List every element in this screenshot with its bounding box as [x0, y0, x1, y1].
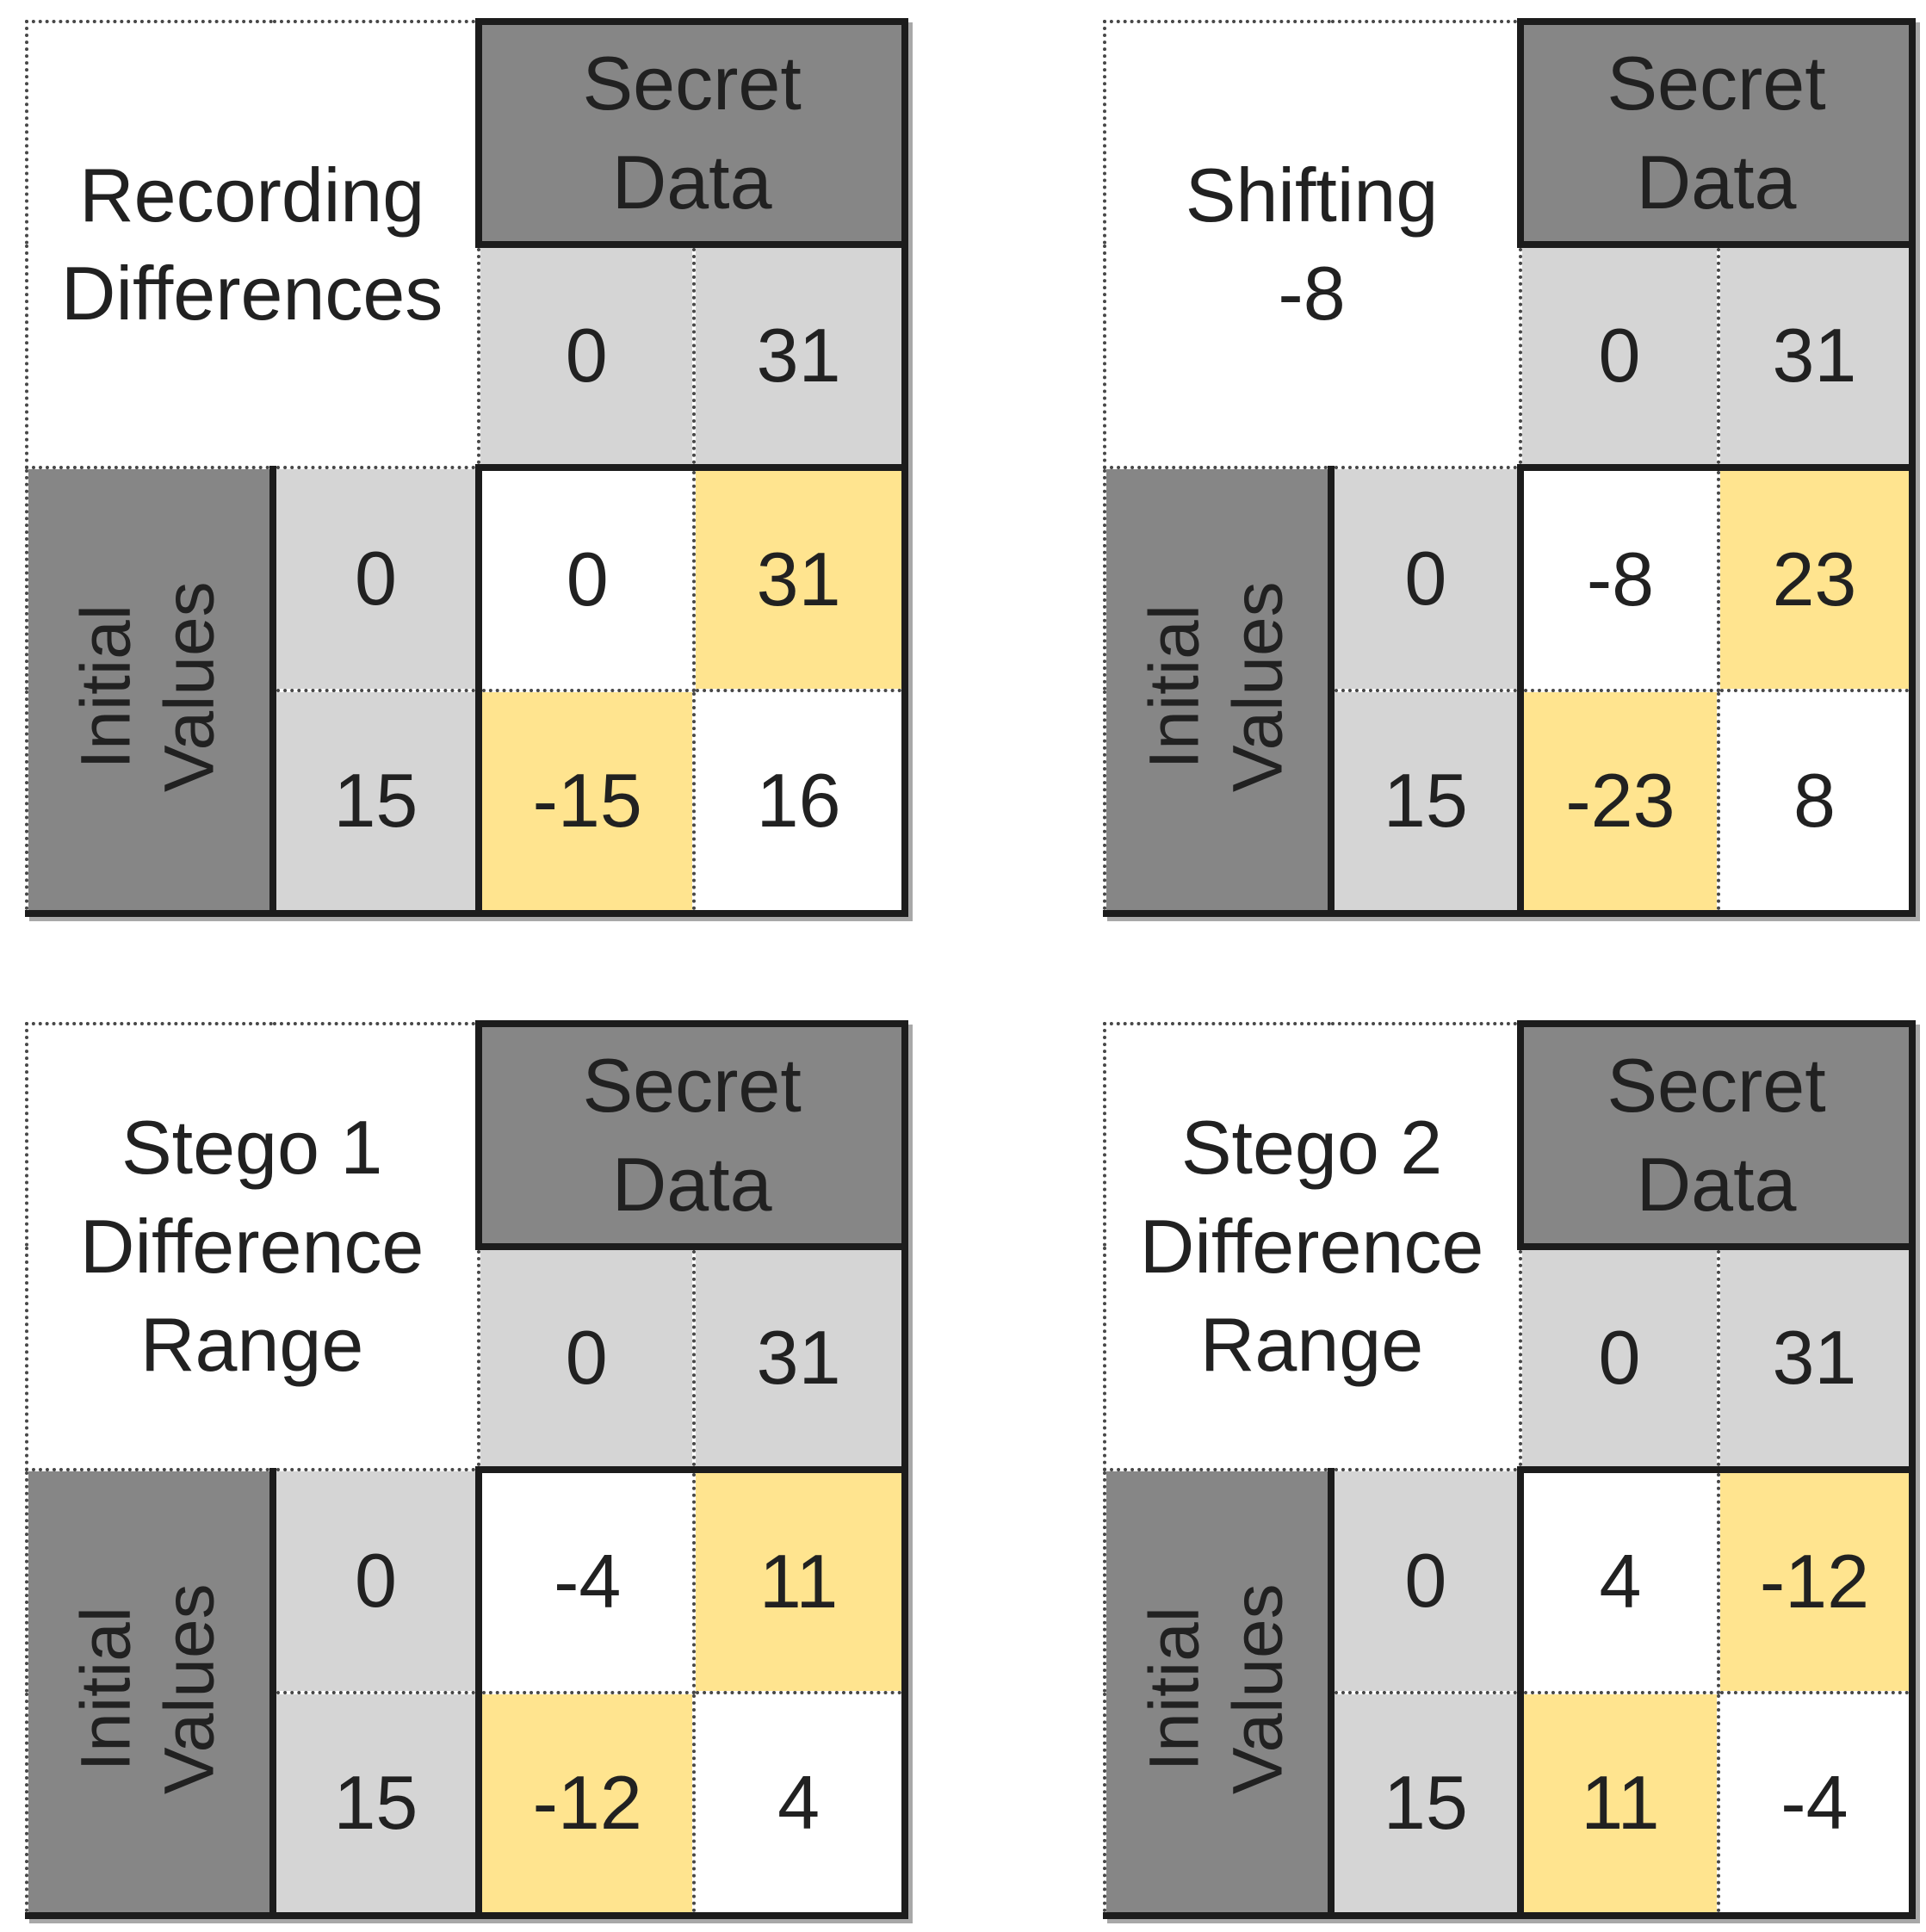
- initial-values-header: Initial Values: [1103, 1468, 1335, 1919]
- data-cell: 11: [692, 1466, 908, 1694]
- table-title: Shifting -8: [1102, 20, 1523, 469]
- initial-values-label: Initial Values: [1135, 581, 1297, 793]
- data-cell: -8: [1517, 464, 1720, 692]
- initial-values-label: Initial Values: [1135, 1583, 1297, 1795]
- secret-data-header: Secret Data: [475, 1020, 908, 1250]
- initial-values-label: Initial Values: [67, 1583, 229, 1795]
- secret-col-value: 0: [477, 1243, 697, 1473]
- data-cell: -12: [475, 1691, 697, 1919]
- data-cell: 0: [475, 464, 697, 692]
- secret-col-value: 31: [692, 1243, 908, 1473]
- data-cell: 4: [1517, 1466, 1720, 1694]
- initial-row-value: 15: [1327, 1691, 1525, 1919]
- initial-values-label: Initial Values: [67, 581, 229, 793]
- secret-data-header: Secret Data: [1517, 18, 1916, 248]
- initial-row-value: 15: [269, 1691, 483, 1919]
- table-title: Stego 2 Difference Range: [1102, 1022, 1523, 1471]
- initial-row-value: 0: [1327, 1468, 1525, 1694]
- initial-row-value: 15: [1327, 689, 1525, 917]
- table-stego-1-difference-range: Stego 1 Difference Range Secret Data 0 3…: [24, 1020, 908, 1919]
- initial-values-header: Initial Values: [1103, 466, 1335, 917]
- table-title: Stego 1 Difference Range: [24, 1022, 481, 1471]
- data-cell: -4: [475, 1466, 697, 1694]
- data-cell: 8: [1716, 689, 1917, 917]
- data-cell: -4: [1716, 1691, 1917, 1919]
- table-shifting-minus-8: Shifting -8 Secret Data 0 31 Initial Val…: [1102, 18, 1917, 917]
- secret-col-value: 31: [1716, 241, 1917, 471]
- secret-col-value: 0: [1519, 1243, 1720, 1473]
- data-cell: 31: [692, 464, 908, 692]
- initial-values-header: Initial Values: [25, 466, 276, 917]
- initial-row-value: 0: [269, 466, 483, 692]
- initial-row-value: 15: [269, 689, 483, 917]
- table-recording-differences: Recording Differences Secret Data 0 31 I…: [24, 18, 908, 917]
- data-cell: 4: [692, 1691, 908, 1919]
- secret-data-header: Secret Data: [475, 18, 908, 248]
- secret-col-value: 31: [692, 241, 908, 471]
- data-cell: -12: [1716, 1466, 1917, 1694]
- initial-row-value: 0: [1327, 466, 1525, 692]
- data-cell: 11: [1517, 1691, 1720, 1919]
- data-cell: -23: [1517, 689, 1720, 917]
- secret-col-value: 0: [477, 241, 697, 471]
- secret-col-value: 0: [1519, 241, 1720, 471]
- table-stego-2-difference-range: Stego 2 Difference Range Secret Data 0 3…: [1102, 1020, 1917, 1919]
- data-cell: 23: [1716, 464, 1917, 692]
- initial-values-header: Initial Values: [25, 1468, 276, 1919]
- data-cell: -15: [475, 689, 697, 917]
- table-title: Recording Differences: [24, 20, 481, 469]
- secret-data-header: Secret Data: [1517, 1020, 1916, 1250]
- data-cell: 16: [692, 689, 908, 917]
- initial-row-value: 0: [269, 1468, 483, 1694]
- secret-col-value: 31: [1716, 1243, 1917, 1473]
